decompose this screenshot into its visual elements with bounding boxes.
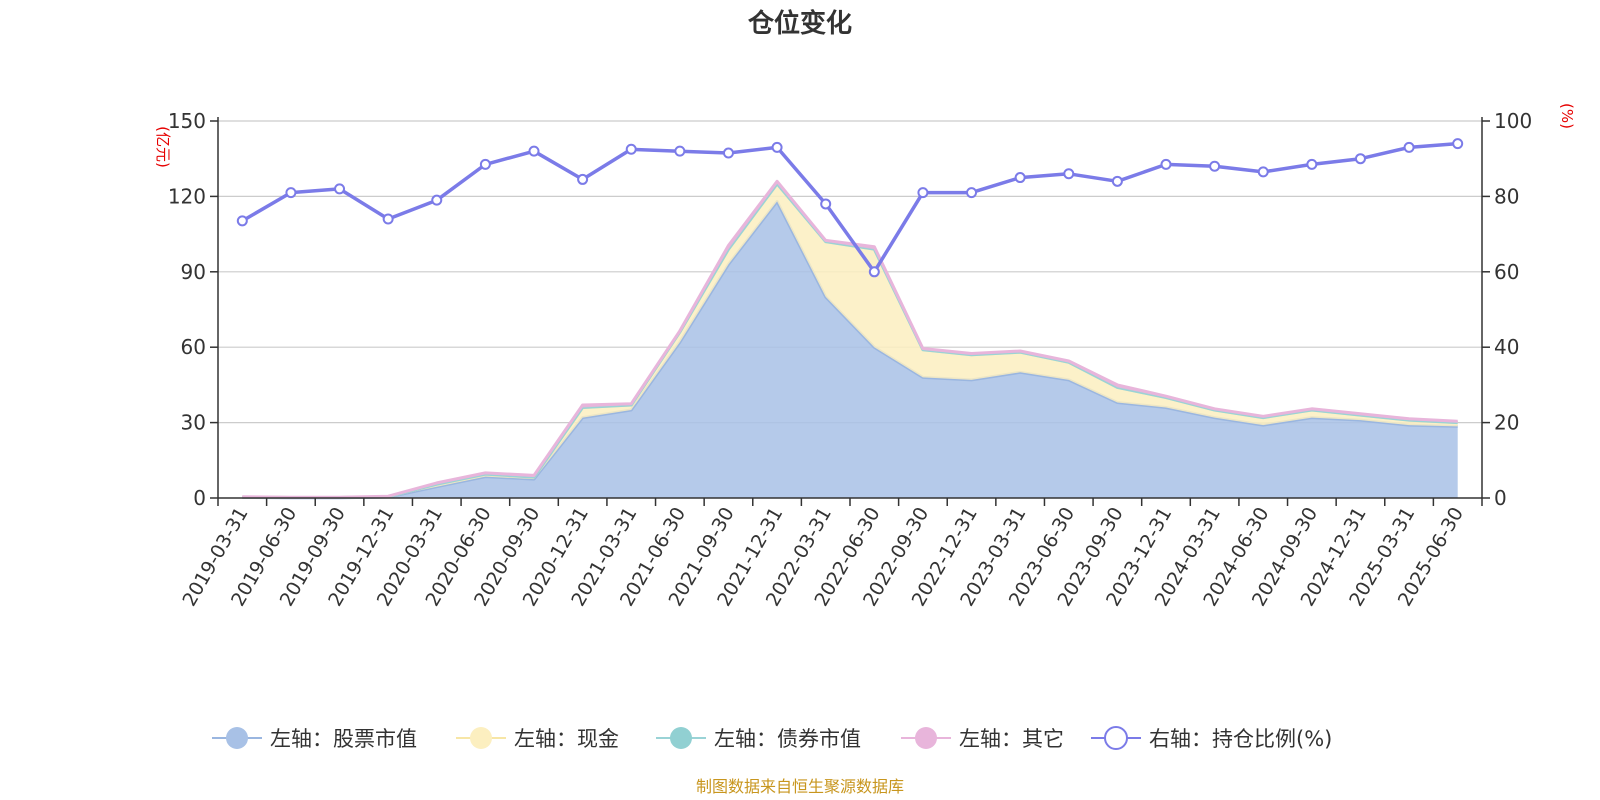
right-tick-label: 20 xyxy=(1494,411,1519,435)
ratio-point xyxy=(771,141,783,153)
ratio-point xyxy=(1063,168,1075,180)
ratio-point xyxy=(1111,175,1123,187)
legend-item: 左轴：其它 xyxy=(901,727,1064,751)
ratio-point xyxy=(1160,158,1172,170)
ratio-point xyxy=(722,147,734,159)
ratio-point xyxy=(1257,166,1269,178)
stacked-areas xyxy=(242,179,1458,500)
ratio-point xyxy=(1354,153,1366,165)
left-tick-label: 90 xyxy=(181,260,206,284)
ratio-point xyxy=(285,187,297,199)
left-tick-label: 60 xyxy=(181,335,206,359)
chart-title: 仓位变化 xyxy=(747,8,852,39)
left-tick-label: 150 xyxy=(168,109,206,133)
legend-label: 右轴：持仓比例(%) xyxy=(1149,727,1332,751)
ratio-point xyxy=(334,183,346,195)
ratio-point xyxy=(1452,138,1464,150)
legend-item: 左轴：股票市值 xyxy=(212,727,417,751)
legend-marker xyxy=(226,727,248,749)
legend: 左轴：股票市值 左轴：现金 左轴：债券市值 左轴：其它 右轴：持仓比例(%) xyxy=(212,726,1332,751)
legend-label: 左轴：股票市值 xyxy=(270,727,417,751)
legend-marker xyxy=(470,727,492,749)
ratio-line-series xyxy=(236,138,1464,278)
ratio-point xyxy=(625,143,637,155)
legend-marker xyxy=(670,727,692,749)
ratio-point xyxy=(236,215,248,227)
data-source-note: 制图数据来自恒生聚源数据库 xyxy=(696,777,904,796)
legend-item: 右轴：持仓比例(%) xyxy=(1091,726,1332,751)
legend-label: 左轴：现金 xyxy=(514,727,619,751)
ratio-point xyxy=(577,173,589,185)
ratio-point xyxy=(479,158,491,170)
ratio-point xyxy=(382,213,394,225)
ratio-point xyxy=(917,187,929,199)
ratio-point xyxy=(1403,141,1415,153)
legend-item: 左轴：现金 xyxy=(456,727,619,751)
ratio-point xyxy=(966,187,978,199)
right-tick-label: 100 xyxy=(1494,109,1532,133)
ratio-point xyxy=(1014,172,1026,184)
right-tick-label: 40 xyxy=(1494,335,1519,359)
legend-marker xyxy=(1104,726,1128,750)
ratio-point xyxy=(674,145,686,157)
legend-label: 左轴：债券市值 xyxy=(714,727,861,751)
right-tick-label: 60 xyxy=(1494,260,1519,284)
left-axis-unit: (亿元) xyxy=(154,126,172,168)
ratio-point xyxy=(528,145,540,157)
left-tick-label: 30 xyxy=(181,411,206,435)
ratio-point xyxy=(1306,158,1318,170)
area-series-1 xyxy=(242,201,1458,498)
ratio-line xyxy=(241,141,1458,274)
ratio-point xyxy=(820,198,832,210)
legend-marker xyxy=(915,727,937,749)
ratio-point xyxy=(1209,160,1221,172)
legend-item: 左轴：债券市值 xyxy=(656,727,861,751)
right-tick-label: 80 xyxy=(1494,184,1519,208)
ratio-point xyxy=(868,266,880,278)
legend-label: 左轴：其它 xyxy=(959,727,1064,751)
left-tick-label: 0 xyxy=(193,486,206,510)
right-axis-unit: (%) xyxy=(1558,103,1576,129)
area-series-4-line xyxy=(242,179,1458,499)
right-tick-label: 0 xyxy=(1494,486,1507,510)
ratio-point xyxy=(431,194,443,206)
left-tick-label: 120 xyxy=(168,184,206,208)
